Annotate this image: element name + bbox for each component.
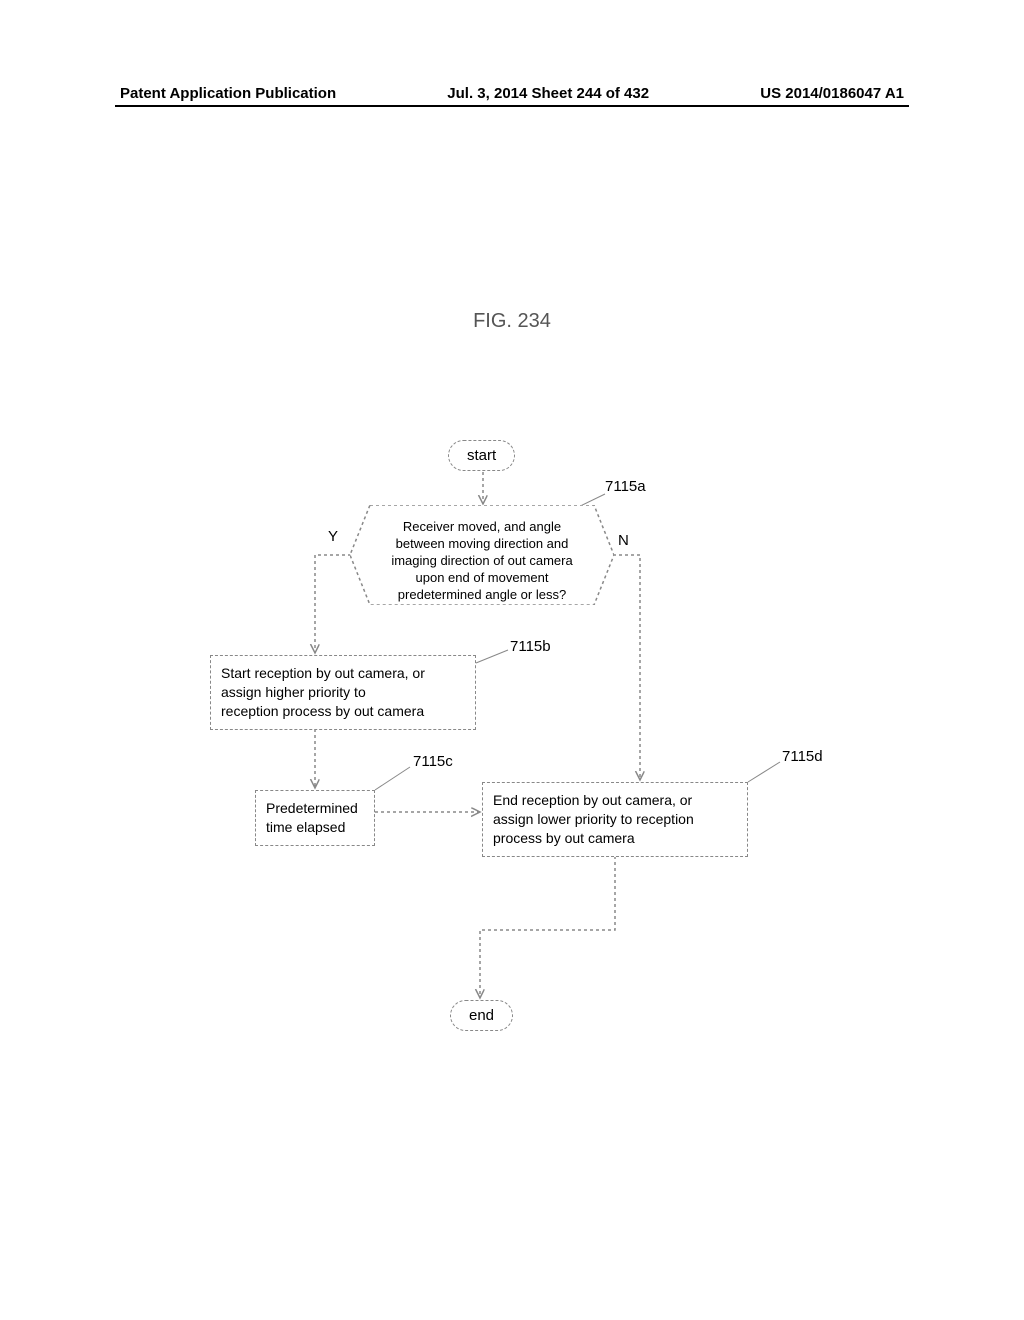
node-start: start (448, 440, 515, 471)
header-left: Patent Application Publication (120, 85, 336, 102)
figure-title: FIG. 234 (473, 310, 551, 333)
ref-7115d: 7115d (782, 748, 823, 765)
node-process-b: Start reception by out camera, orassign … (210, 655, 476, 730)
header-right: US 2014/0186047 A1 (760, 85, 904, 102)
page-header: Patent Application Publication Jul. 3, 2… (0, 85, 1024, 102)
node-process-d: End reception by out camera, orassign lo… (482, 782, 748, 857)
decision-n-label: N (618, 532, 629, 549)
flowchart-diagram: start Receiver moved, and anglebetween m… (0, 430, 1024, 1080)
node-process-c: Predeterminedtime elapsed (255, 790, 375, 846)
node-decision-a: Receiver moved, and anglebetween moving … (350, 505, 614, 605)
node-end: end (450, 1000, 513, 1031)
header-center: Jul. 3, 2014 Sheet 244 of 432 (447, 85, 649, 102)
decision-a-text: Receiver moved, and anglebetween moving … (350, 505, 614, 617)
ref-7115a: 7115a (605, 478, 646, 495)
ref-7115b: 7115b (510, 638, 551, 655)
decision-y-label: Y (328, 528, 338, 545)
ref-7115c: 7115c (413, 753, 453, 770)
header-divider (115, 105, 909, 107)
node-end-text: end (469, 1007, 494, 1024)
node-start-text: start (467, 447, 496, 464)
